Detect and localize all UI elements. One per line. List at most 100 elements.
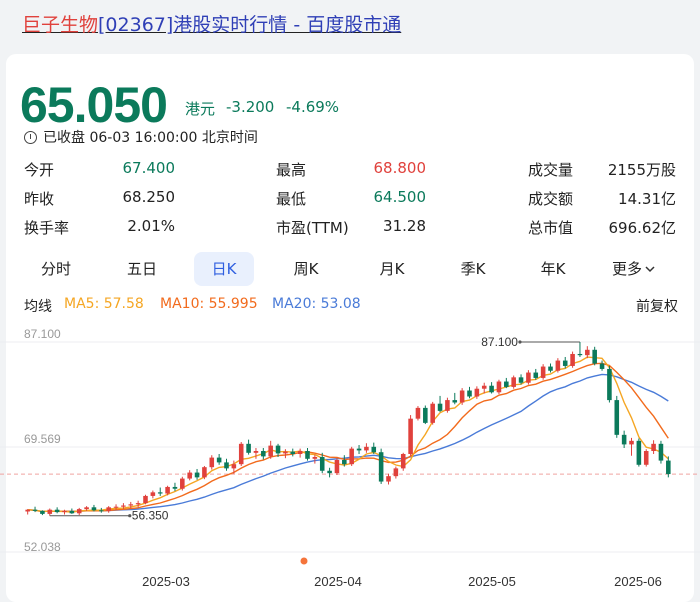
- candle-body: [187, 472, 192, 479]
- candle-body: [445, 400, 450, 411]
- candle-body: [356, 448, 362, 451]
- candle-body: [253, 451, 259, 453]
- tab-quarterly-k[interactable]: 季K: [460, 260, 486, 278]
- ma-legend-title: 均线: [24, 299, 52, 315]
- y-tick-label: 69.569: [24, 432, 61, 446]
- candle-body: [415, 407, 421, 419]
- candle-body: [481, 385, 487, 389]
- candle-body: [371, 446, 377, 453]
- candle-body: [342, 459, 347, 465]
- candle-body: [99, 510, 104, 512]
- candle-body: [548, 366, 553, 371]
- candle-body: [467, 390, 472, 397]
- candle-body: [400, 454, 406, 469]
- stat-value: 67.400: [122, 159, 176, 177]
- candle-body: [84, 507, 89, 510]
- candle-body: [621, 434, 627, 445]
- candle-body: [283, 451, 288, 454]
- price-change: -3.200: [226, 98, 275, 116]
- low-annotation: 56.350: [132, 509, 169, 523]
- candle-body: [157, 492, 163, 494]
- stat-label: 市盈(TTM): [276, 219, 349, 237]
- page-subtitle[interactable]: 港股实时行情 - 百度股市通: [173, 14, 402, 36]
- candle-body: [474, 388, 480, 397]
- candle-body: [629, 440, 634, 445]
- tab-daily-k[interactable]: 日K: [194, 252, 254, 286]
- tab-more[interactable]: 更多: [604, 252, 664, 286]
- candle-body: [128, 504, 134, 506]
- candle-body: [121, 505, 126, 507]
- y-tick-label: 52.038: [24, 540, 61, 554]
- kline-chart[interactable]: 87.100 69.569 52.038 87.100 56.350 2025-03 202…: [0, 320, 700, 602]
- x-tick-label: 2025-06: [614, 574, 662, 589]
- stock-name[interactable]: 巨子生物: [22, 14, 99, 36]
- candle-body: [540, 366, 546, 378]
- quote-card: [6, 54, 694, 602]
- candle-body: [76, 509, 82, 514]
- candle-body: [643, 451, 649, 465]
- stat-label: 换手率: [24, 219, 70, 237]
- period-tabs: 分时 五日 日K 周K 月K 季K 年K 更多: [18, 252, 688, 286]
- candle-body: [607, 368, 612, 401]
- ma20-line: [27, 373, 669, 513]
- candle-body: [202, 467, 207, 478]
- adjust-mode[interactable]: 前复权: [636, 299, 678, 315]
- candle-body: [216, 457, 222, 463]
- page-title-link[interactable]: 巨子生物[02367]港股实时行情 - 百度股市通: [22, 10, 401, 37]
- x-tick-label: 2025-05: [468, 574, 516, 589]
- tab-monthly-k[interactable]: 月K: [379, 260, 405, 278]
- candle-body: [165, 486, 170, 494]
- candle-body: [562, 360, 568, 366]
- candle-body: [585, 349, 590, 356]
- stat-label: 最低: [276, 190, 307, 208]
- candle-body: [327, 470, 332, 474]
- stat-value: 696.62亿: [608, 219, 677, 237]
- tab-yearly-k[interactable]: 年K: [540, 260, 566, 278]
- tab-intraday[interactable]: 分时: [40, 260, 71, 278]
- stat-label: 总市值: [528, 219, 574, 237]
- tab-five-day[interactable]: 五日: [126, 260, 157, 278]
- candle-body: [526, 372, 531, 383]
- stat-value: 68.800: [373, 159, 427, 177]
- y-tick-label: 87.100: [24, 327, 61, 341]
- candle-body: [25, 509, 30, 512]
- candle-body: [533, 372, 539, 378]
- candle-body: [238, 443, 244, 465]
- candle-body: [614, 400, 620, 435]
- stat-label: 成交额: [528, 190, 574, 208]
- candle-body: [143, 495, 148, 504]
- pager-dot: [300, 557, 308, 565]
- ma5-line: [27, 356, 669, 513]
- tab-weekly-k[interactable]: 周K: [293, 260, 319, 278]
- candle-body: [150, 492, 156, 496]
- candle-body: [106, 507, 111, 511]
- high-annotation: 87.100: [481, 335, 518, 349]
- candle-body: [268, 445, 273, 457]
- candle-body: [334, 459, 340, 474]
- stat-label: 成交量: [528, 161, 574, 179]
- chevron-down-icon: [645, 266, 655, 273]
- candle-body: [54, 509, 60, 513]
- candle-body: [504, 381, 509, 387]
- tab-more-label[interactable]: 更多: [611, 260, 642, 278]
- candle-body: [40, 510, 45, 514]
- candle-body: [437, 403, 443, 411]
- candle-body: [32, 509, 38, 511]
- candle-body: [47, 509, 53, 514]
- stock-code[interactable]: [02367]: [98, 14, 174, 36]
- candle-body: [592, 349, 597, 364]
- candle-body: [570, 353, 575, 366]
- candle-body: [194, 472, 200, 478]
- stat-label: 今开: [24, 161, 55, 179]
- candle-body: [135, 503, 141, 505]
- price-change-pct: -4.69%: [286, 98, 340, 116]
- candle-body: [305, 451, 310, 459]
- candle-body: [349, 448, 354, 465]
- candle-body: [378, 452, 384, 482]
- candle-body: [651, 443, 656, 452]
- stat-value: 2.01%: [127, 217, 175, 235]
- candle-body: [386, 476, 391, 482]
- candle-body: [496, 381, 502, 393]
- ma10-line: [27, 362, 669, 513]
- candle-body: [393, 468, 399, 477]
